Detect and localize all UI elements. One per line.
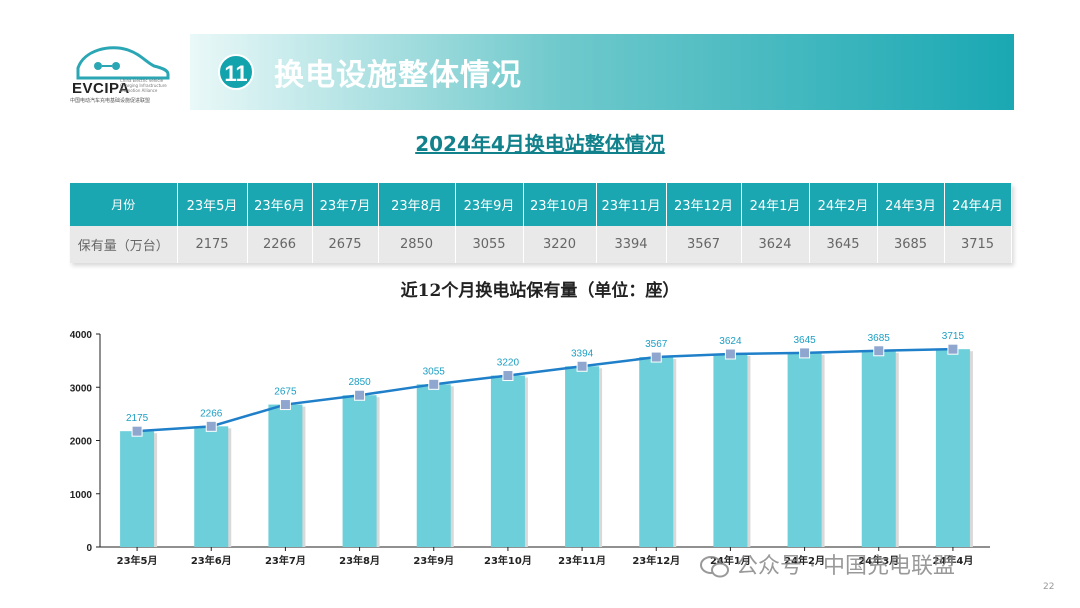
line-point	[428, 378, 440, 390]
station-count-chart: 0 1000 2000 3000 4000 23年5月 23年6月 23年7月 23年8月 23年…	[70, 330, 990, 567]
table-cell: 3624	[741, 226, 810, 263]
line-point	[205, 420, 217, 432]
table-cell: 2675	[312, 226, 379, 263]
data-label: 2266	[200, 408, 223, 419]
bar	[787, 352, 822, 547]
table-cell: 3055	[455, 226, 524, 263]
x-tick-label: 23年11月	[558, 554, 606, 567]
x-tick-label: 24年3月	[858, 554, 899, 567]
line-point	[724, 348, 736, 360]
y-tick-label: 2000	[70, 437, 93, 448]
y-tick-label: 1000	[70, 490, 93, 501]
series-line	[137, 347, 953, 433]
x-tick-label: 23年10月	[484, 554, 532, 567]
month-header: 24年2月	[809, 183, 878, 226]
bar	[639, 357, 674, 547]
table-cell: 3220	[523, 226, 597, 263]
data-label: 3645	[793, 335, 816, 346]
wechat-icon	[700, 556, 729, 578]
month-header: 23年9月	[455, 183, 524, 226]
bar	[713, 354, 748, 547]
x-tick-label: 23年7月	[265, 554, 306, 567]
evcipa-logo	[76, 46, 170, 80]
data-label: 3394	[571, 348, 594, 359]
table-cell: 3394	[596, 226, 667, 263]
table-cell: 2175	[177, 226, 248, 263]
x-tick-label: 23年9月	[413, 554, 454, 567]
y-tick-label: 3000	[70, 383, 93, 394]
watermark-text: 公众号 · 中国充电联盟	[736, 554, 955, 579]
title-banner	[190, 34, 1014, 110]
data-label: 3055	[423, 366, 446, 377]
bar	[416, 384, 451, 547]
month-header: 24年3月	[877, 183, 945, 226]
data-label: 3220	[497, 358, 520, 369]
data-label: 3624	[719, 336, 742, 347]
data-label: 3715	[942, 331, 965, 342]
station-count-table: 月份 23年5月 23年6月 23年7月 23年8月 23年9月 23年10月 …	[70, 183, 1012, 263]
bar	[565, 366, 600, 547]
section-number-badge: 11	[218, 54, 254, 90]
table-row: 保有量（万台） 2175 2266 2675 2850 3055 3220 33…	[70, 226, 1012, 263]
x-tick-label: 23年8月	[339, 554, 380, 567]
bar	[490, 375, 525, 547]
table-cell: 3685	[877, 226, 945, 263]
line-point	[354, 389, 366, 401]
logo-wordmark: EVCIPA	[72, 80, 130, 97]
x-tick-label: 23年5月	[117, 554, 158, 567]
line-point	[131, 425, 143, 437]
table-header-row: 月份 23年5月 23年6月 23年7月 23年8月 23年9月 23年10月 …	[70, 183, 1012, 226]
data-label: 3685	[868, 333, 891, 344]
bar	[194, 426, 229, 547]
row-label: 保有量（万台）	[70, 226, 178, 263]
bar	[342, 395, 377, 547]
data-label: 2175	[126, 413, 149, 424]
data-label: 2850	[348, 377, 371, 388]
line-point	[799, 347, 811, 359]
y-tick-label: 0	[86, 543, 92, 554]
x-tick-label: 24年2月	[784, 554, 825, 567]
watermark: 公众号 · 中国充电联盟	[700, 548, 955, 580]
table-cell: 2266	[247, 226, 313, 263]
page-number: 22	[1043, 582, 1055, 592]
bar	[268, 404, 303, 547]
table-cell: 3715	[944, 226, 1012, 263]
bar	[935, 349, 970, 547]
y-tick-label: 4000	[70, 330, 93, 341]
line-point	[873, 345, 885, 357]
table-cell: 3645	[809, 226, 878, 263]
line-point	[576, 360, 588, 372]
month-header: 23年5月	[177, 183, 248, 226]
line-point	[947, 343, 959, 355]
month-header: 23年6月	[247, 183, 313, 226]
month-header: 23年12月	[666, 183, 742, 226]
x-tick-label: 23年6月	[191, 554, 232, 567]
header-label: 月份	[70, 183, 178, 226]
month-header: 23年10月	[523, 183, 597, 226]
bar	[120, 431, 155, 547]
data-label: 2675	[274, 387, 297, 398]
line-point	[650, 351, 662, 363]
x-tick-label: 24年4月	[932, 554, 973, 567]
page-title: 换电设施整体情况	[274, 58, 522, 93]
line-point	[279, 399, 291, 411]
x-tick-label: 23年12月	[632, 554, 680, 567]
line-point	[502, 370, 514, 382]
data-label: 3567	[645, 339, 668, 350]
table-cell: 2850	[378, 226, 456, 263]
table-cell: 3567	[666, 226, 742, 263]
month-header: 24年4月	[944, 183, 1012, 226]
section-subtitle: 2024年4月换电站整体情况	[415, 132, 665, 156]
chart-title: 近12个月换电站保有量（单位：座）	[400, 281, 680, 301]
bar	[861, 350, 896, 547]
month-header: 23年8月	[378, 183, 456, 226]
month-header: 23年11月	[596, 183, 667, 226]
month-header: 24年1月	[741, 183, 810, 226]
month-header: 23年7月	[312, 183, 379, 226]
logo-chinese-name: 中国电动汽车充电基础设施促进联盟	[70, 98, 151, 104]
logo-subtext: China Electric Vehicle Charging Infrastr…	[120, 78, 167, 93]
